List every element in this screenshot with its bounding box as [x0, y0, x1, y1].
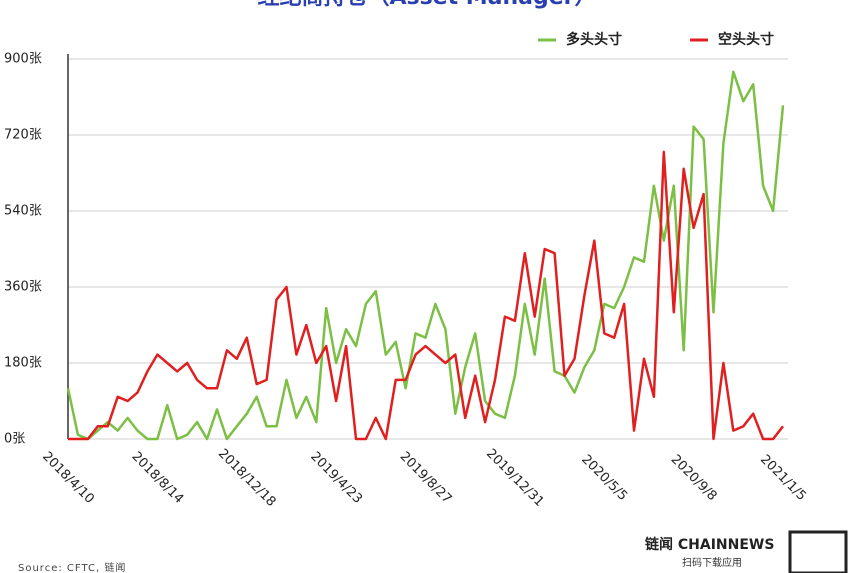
qr-code — [788, 530, 848, 573]
y-tick-label: 540张 — [4, 204, 42, 219]
x-tick-label: 2019/12/31 — [483, 446, 547, 510]
source: Source: CFTC, 链闻 — [18, 561, 126, 573]
x-tick-label: 2018/12/18 — [215, 446, 279, 510]
chart-title: 经纪商持仓（Asset Manager） — [257, 0, 596, 10]
logo-caption: 扫码下载应用 — [682, 556, 742, 569]
x-tick-label: 2020/9/8 — [668, 452, 720, 504]
x-tick-label: 2019/4/23 — [307, 449, 365, 507]
y-tick-label: 720张 — [4, 128, 42, 143]
legend-label: 多头头寸 — [566, 31, 622, 48]
x-tick-label: 2021/1/5 — [757, 452, 809, 504]
x-tick-label: 2018/4/10 — [39, 449, 97, 507]
y-tick-label: 180张 — [4, 356, 42, 371]
x-tick-label: 2020/5/5 — [578, 452, 630, 504]
logo: 链闻 CHAINNEWS — [645, 536, 774, 553]
x-tick-label: 2018/8/14 — [128, 449, 186, 507]
series-line — [68, 150, 784, 441]
x-tick-label: 2019/8/27 — [397, 449, 455, 507]
y-tick-label: 360张 — [4, 280, 42, 295]
legend-label: 空头头寸 — [718, 31, 774, 48]
y-tick-label: 0张 — [4, 432, 25, 447]
y-tick-label: 900张 — [4, 52, 42, 67]
series-line — [66, 70, 785, 441]
